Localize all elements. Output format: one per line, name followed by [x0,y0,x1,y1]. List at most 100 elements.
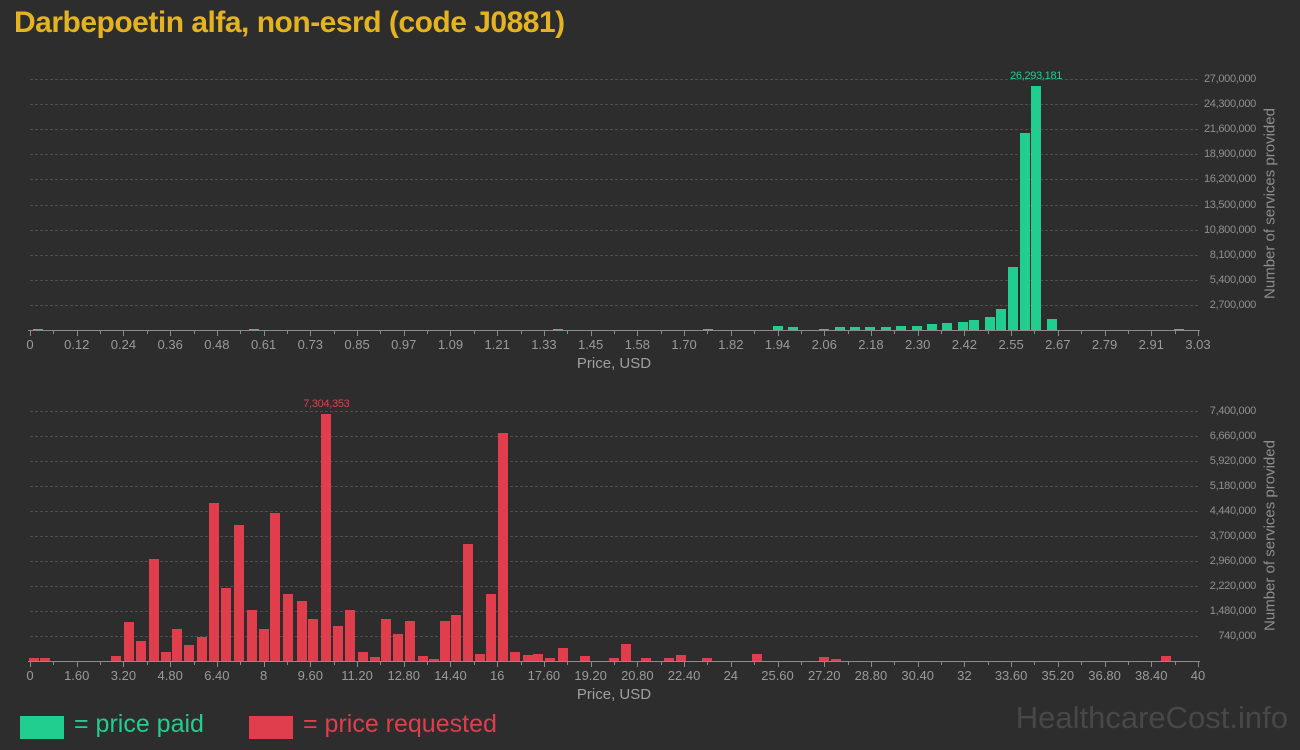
x-tick-label: 6.40 [204,668,230,683]
bar [29,658,40,661]
bar [248,329,259,330]
x-minor-tick [427,331,429,334]
x-tick [497,662,499,667]
bar [752,654,763,661]
x-tick [1057,331,1059,336]
bar [111,656,122,661]
bar [911,326,922,330]
bar [220,588,231,661]
y-tick-label: 24,300,000 [1203,98,1256,111]
x-minor-tick [941,662,943,665]
x-minor-tick [1034,331,1036,334]
x-tick [403,331,405,336]
x-minor-tick [473,662,475,665]
bar [392,634,403,661]
x-tick-label: 0.85 [344,337,370,352]
x-tick-label: 0.73 [297,337,323,352]
x-tick-label: 1.82 [718,337,744,352]
x-tick [1011,662,1013,667]
bar [641,658,652,661]
x-tick [216,662,218,667]
x-tick-label: 28.80 [854,668,888,683]
x-tick [824,662,826,667]
x-tick-label: 0.24 [110,337,137,352]
x-tick [170,331,172,336]
bar [676,655,687,661]
x-tick-label: 22.40 [667,668,701,683]
x-tick-label: 17.60 [527,668,561,683]
gridline [30,561,1198,562]
x-tick-label: 12.80 [387,668,421,683]
x-minor-tick [1174,662,1176,665]
bar [664,658,675,661]
y-tick-label: 2,700,000 [1209,298,1257,311]
x-tick [310,331,312,336]
bar [620,644,631,661]
x-tick-label: 20.80 [621,668,654,683]
bar [208,503,219,661]
x-tick-label: 1.70 [671,337,697,352]
bar [880,327,891,330]
peak-annotation: 7,304,353 [303,398,350,410]
bar [135,641,146,661]
bar [544,658,555,661]
x-minor-tick [1127,662,1129,665]
x-minor-tick [894,662,896,665]
y-tick-label: 2,220,000 [1209,580,1257,592]
x-tick [497,331,499,336]
x-tick [263,331,265,336]
bar [172,629,183,661]
price-paid-label: = price paid [74,710,204,738]
x-tick-label: 4.80 [157,668,183,683]
x-minor-tick [146,331,148,334]
bar [321,414,332,661]
x-tick-label: 0 [26,668,34,683]
x-tick-label: 11.20 [341,668,373,683]
bar [357,652,368,661]
price-paid-swatch [20,716,64,739]
bar [283,594,294,661]
x-tick-label: 2.42 [951,337,978,352]
x-tick-label: 9.60 [297,668,323,683]
x-tick [917,662,919,667]
bar [308,619,319,661]
x-minor-tick [53,331,55,334]
x-tick-label: 16 [489,668,505,683]
gridline [30,586,1198,587]
x-tick [1057,662,1059,667]
x-tick [777,662,779,667]
x-axis-title: Price, USD [576,355,652,372]
bar [1046,319,1057,330]
x-minor-tick [520,662,522,665]
bar [609,658,619,661]
x-tick [403,662,405,667]
x-tick-label: 0.12 [64,337,90,352]
y-axis-title: Number of services provided [1261,108,1279,299]
x-minor-tick [707,662,709,665]
bar [849,327,860,330]
x-minor-tick [473,331,475,334]
x-minor-tick [1081,331,1083,334]
x-tick-label: 1.21 [484,337,510,352]
bar [942,323,953,330]
x-tick-label: 0.61 [250,337,277,352]
price-requested-swatch [249,716,293,739]
x-tick [450,331,452,336]
y-tick-label: 6,660,000 [1209,430,1257,442]
x-tick-label: 1.94 [764,337,791,352]
bar [865,327,876,330]
x-tick [1151,331,1153,336]
x-tick [310,662,312,667]
bar [463,544,473,661]
x-minor-tick [286,662,288,665]
bar [429,659,440,661]
bar [439,621,450,661]
x-tick [1198,662,1199,667]
x-tick [637,331,639,336]
x-minor-tick [754,662,756,665]
bar [702,658,713,661]
x-minor-tick [847,662,849,665]
x-tick [590,331,592,336]
x-axis-line [28,330,1200,331]
